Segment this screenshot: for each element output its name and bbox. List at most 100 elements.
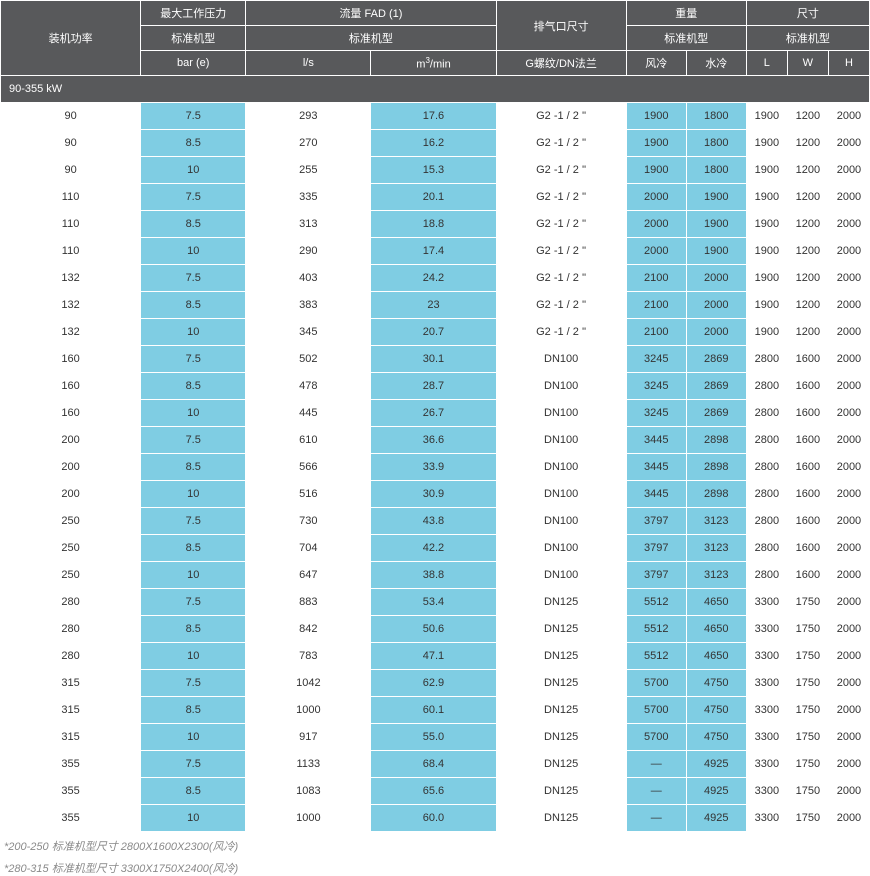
footnote-b: *280-315 标准机型尺寸 3300X1750X2400(风冷) bbox=[0, 860, 870, 876]
cell-ls: 1083 bbox=[246, 778, 371, 805]
cell-bar: 8.5 bbox=[141, 697, 246, 724]
cell-outlet: DN125 bbox=[496, 697, 626, 724]
cell-ls: 1042 bbox=[246, 670, 371, 697]
cell-m3: 55.0 bbox=[371, 724, 496, 751]
cell-H: 2000 bbox=[828, 643, 869, 670]
cell-bar: 10 bbox=[141, 643, 246, 670]
cell-water: 3123 bbox=[686, 535, 746, 562]
cell-air: 2000 bbox=[626, 238, 686, 265]
cell-power: 132 bbox=[1, 319, 141, 346]
cell-H: 2000 bbox=[828, 103, 869, 130]
cell-air: 5512 bbox=[626, 589, 686, 616]
cell-H: 2000 bbox=[828, 400, 869, 427]
cell-bar: 7.5 bbox=[141, 346, 246, 373]
cell-outlet: DN100 bbox=[496, 400, 626, 427]
cell-ls: 270 bbox=[246, 130, 371, 157]
cell-ls: 704 bbox=[246, 535, 371, 562]
cell-bar: 10 bbox=[141, 238, 246, 265]
cell-ls: 383 bbox=[246, 292, 371, 319]
cell-m3: 62.9 bbox=[371, 670, 496, 697]
cell-m3: 65.6 bbox=[371, 778, 496, 805]
cell-air: 5512 bbox=[626, 616, 686, 643]
cell-power: 355 bbox=[1, 805, 141, 832]
cell-H: 2000 bbox=[828, 616, 869, 643]
cell-power: 280 bbox=[1, 589, 141, 616]
cell-bar: 7.5 bbox=[141, 427, 246, 454]
hdr-std-1: 标准机型 bbox=[141, 26, 246, 51]
cell-bar: 8.5 bbox=[141, 130, 246, 157]
cell-outlet: G2 -1 / 2 '' bbox=[496, 211, 626, 238]
cell-ls: 1000 bbox=[246, 805, 371, 832]
cell-power: 160 bbox=[1, 373, 141, 400]
cell-H: 2000 bbox=[828, 697, 869, 724]
cell-W: 1200 bbox=[787, 184, 828, 211]
cell-air: 3245 bbox=[626, 373, 686, 400]
cell-water: 1800 bbox=[686, 130, 746, 157]
cell-power: 132 bbox=[1, 292, 141, 319]
cell-outlet: G2 -1 / 2 '' bbox=[496, 292, 626, 319]
cell-L: 3300 bbox=[746, 724, 787, 751]
hdr-ls: l/s bbox=[246, 51, 371, 76]
cell-H: 2000 bbox=[828, 454, 869, 481]
cell-outlet: G2 -1 / 2 '' bbox=[496, 184, 626, 211]
cell-bar: 7.5 bbox=[141, 589, 246, 616]
cell-W: 1600 bbox=[787, 346, 828, 373]
cell-L: 3300 bbox=[746, 697, 787, 724]
section-label: 90-355 kW bbox=[1, 76, 870, 103]
cell-W: 1750 bbox=[787, 643, 828, 670]
cell-air: 3245 bbox=[626, 346, 686, 373]
cell-L: 3300 bbox=[746, 751, 787, 778]
table-row: 35510100060.0DN125—4925330017502000 bbox=[1, 805, 870, 832]
cell-bar: 7.5 bbox=[141, 103, 246, 130]
cell-m3: 47.1 bbox=[371, 643, 496, 670]
cell-air: 1900 bbox=[626, 130, 686, 157]
cell-m3: 43.8 bbox=[371, 508, 496, 535]
table-row: 2007.561036.6DN10034452898280016002000 bbox=[1, 427, 870, 454]
cell-H: 2000 bbox=[828, 292, 869, 319]
cell-L: 3300 bbox=[746, 643, 787, 670]
cell-W: 1200 bbox=[787, 157, 828, 184]
cell-water: 1900 bbox=[686, 211, 746, 238]
cell-H: 2000 bbox=[828, 373, 869, 400]
cell-L: 2800 bbox=[746, 562, 787, 589]
cell-L: 1900 bbox=[746, 319, 787, 346]
table-row: 3557.5113368.4DN125—4925330017502000 bbox=[1, 751, 870, 778]
cell-power: 355 bbox=[1, 778, 141, 805]
cell-outlet: G2 -1 / 2 '' bbox=[496, 238, 626, 265]
cell-m3: 23 bbox=[371, 292, 496, 319]
cell-air: — bbox=[626, 805, 686, 832]
table-row: 1327.540324.2G2 -1 / 2 ''210020001900120… bbox=[1, 265, 870, 292]
cell-m3: 38.8 bbox=[371, 562, 496, 589]
cell-ls: 345 bbox=[246, 319, 371, 346]
table-row: 908.527016.2G2 -1 / 2 ''1900180019001200… bbox=[1, 130, 870, 157]
cell-water: 3123 bbox=[686, 562, 746, 589]
cell-bar: 10 bbox=[141, 157, 246, 184]
cell-power: 250 bbox=[1, 562, 141, 589]
table-row: 2501064738.8DN10037973123280016002000 bbox=[1, 562, 870, 589]
cell-power: 315 bbox=[1, 670, 141, 697]
cell-W: 1200 bbox=[787, 103, 828, 130]
cell-m3: 30.1 bbox=[371, 346, 496, 373]
cell-water: 2869 bbox=[686, 346, 746, 373]
cell-L: 3300 bbox=[746, 616, 787, 643]
cell-L: 1900 bbox=[746, 211, 787, 238]
cell-m3: 26.7 bbox=[371, 400, 496, 427]
cell-power: 160 bbox=[1, 346, 141, 373]
hdr-weight: 重量 bbox=[626, 1, 746, 26]
hdr-max-pressure: 最大工作压力 bbox=[141, 1, 246, 26]
table-row: 1108.531318.8G2 -1 / 2 ''200019001900120… bbox=[1, 211, 870, 238]
cell-power: 200 bbox=[1, 454, 141, 481]
table-row: 907.529317.6G2 -1 / 2 ''1900180019001200… bbox=[1, 103, 870, 130]
cell-outlet: G2 -1 / 2 '' bbox=[496, 157, 626, 184]
cell-ls: 783 bbox=[246, 643, 371, 670]
cell-L: 2800 bbox=[746, 373, 787, 400]
cell-air: 2000 bbox=[626, 184, 686, 211]
cell-ls: 1000 bbox=[246, 697, 371, 724]
hdr-flow: 流量 FAD (1) bbox=[246, 1, 496, 26]
cell-power: 90 bbox=[1, 130, 141, 157]
cell-air: — bbox=[626, 778, 686, 805]
cell-air: 5700 bbox=[626, 697, 686, 724]
cell-bar: 8.5 bbox=[141, 373, 246, 400]
cell-power: 110 bbox=[1, 184, 141, 211]
table-row: 1101029017.4G2 -1 / 2 ''2000190019001200… bbox=[1, 238, 870, 265]
